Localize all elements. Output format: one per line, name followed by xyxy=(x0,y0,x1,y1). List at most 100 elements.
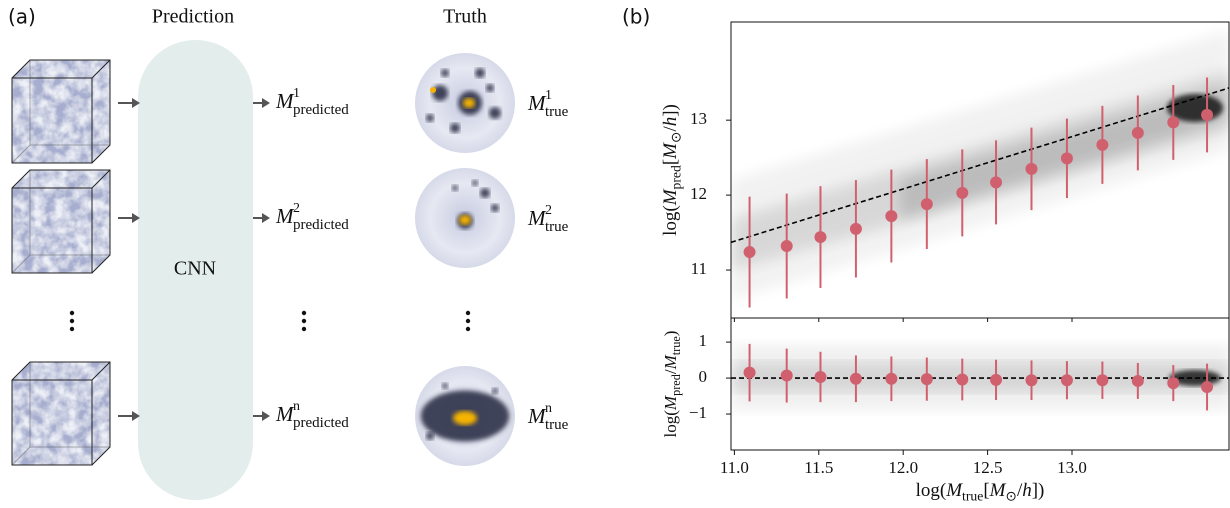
arrow-head xyxy=(262,411,270,421)
subscript: predicted xyxy=(293,415,349,431)
mass-label: M2 true xyxy=(527,203,569,235)
label-part: ]) xyxy=(1032,480,1045,501)
halo xyxy=(426,432,434,440)
x-tick-label: 11.5 xyxy=(804,458,833,477)
plot-frame xyxy=(730,317,1230,451)
label-part: true xyxy=(962,489,983,504)
cube-hidden-edge xyxy=(11,144,31,164)
data-point xyxy=(1060,152,1073,165)
panel-label: (a) xyxy=(8,5,36,29)
data-point xyxy=(920,373,933,386)
cube-edges xyxy=(11,169,111,274)
label-part: log( xyxy=(660,205,681,236)
symbol: M xyxy=(275,402,295,426)
halo xyxy=(486,84,494,92)
symbol: M xyxy=(527,404,547,428)
halo xyxy=(426,114,434,122)
data-point xyxy=(780,240,793,253)
subscript: predicted xyxy=(293,217,349,233)
data-point xyxy=(743,246,756,259)
mass-label: M1 true xyxy=(527,88,569,120)
data-point xyxy=(920,198,933,211)
halo xyxy=(432,85,448,101)
density-background xyxy=(731,30,1229,300)
superscript: 2 xyxy=(293,201,300,216)
cube-hidden-edges xyxy=(29,362,110,448)
reference-line xyxy=(730,87,1230,244)
label-part: log( xyxy=(661,410,680,438)
subscript: true xyxy=(545,104,569,120)
data-point xyxy=(743,366,756,379)
data-point xyxy=(1060,374,1073,387)
y-tick-label: −1 xyxy=(689,403,707,422)
data-point xyxy=(1096,138,1109,151)
arrow-head xyxy=(132,213,140,223)
data-point xyxy=(885,372,898,385)
cube-front xyxy=(11,379,93,466)
superscript: n xyxy=(293,399,300,414)
data-point xyxy=(990,373,1003,386)
mass-label: Mn predicted xyxy=(275,399,349,431)
cube-side xyxy=(92,60,110,163)
label-part: h xyxy=(660,117,681,127)
header: Truth xyxy=(443,6,487,28)
halo xyxy=(492,388,498,394)
x-tick-label: 11.0 xyxy=(720,458,749,477)
label-part: / xyxy=(661,369,680,374)
label-part: M xyxy=(661,395,680,411)
halo xyxy=(475,68,485,78)
cnn-label: CNN xyxy=(174,258,216,280)
cube-top xyxy=(12,362,110,380)
data-point xyxy=(956,186,969,199)
halo xyxy=(442,383,448,389)
label-part: M xyxy=(989,480,1007,501)
ellipsis xyxy=(69,310,471,332)
symbol: M xyxy=(527,206,547,230)
y-tick-label: 11 xyxy=(691,259,707,278)
data-point xyxy=(814,231,827,244)
panel-label: (b) xyxy=(622,5,650,29)
cube-top xyxy=(12,60,110,78)
label-part: log( xyxy=(916,480,947,501)
axis-label: log(Mpred/Mtrue) xyxy=(661,331,683,438)
halo-core xyxy=(459,215,471,225)
halo xyxy=(452,185,458,191)
label-part: h xyxy=(1022,480,1032,501)
data-point xyxy=(990,176,1003,189)
label-part: ⊙ xyxy=(1005,489,1016,504)
x-tick-label: 12.5 xyxy=(973,458,1003,477)
data-point xyxy=(1025,374,1038,387)
subscript: true xyxy=(545,417,569,433)
cubes xyxy=(11,59,111,466)
label-part: ) xyxy=(661,331,680,337)
cube-front xyxy=(11,77,93,164)
mass-label: Mn true xyxy=(527,401,569,433)
label-part: M xyxy=(660,142,681,160)
halo-core xyxy=(453,411,477,425)
data-point xyxy=(849,372,862,385)
header: Prediction xyxy=(152,6,234,28)
symbol: M xyxy=(527,91,547,115)
cube-side xyxy=(92,170,110,273)
symbol: M xyxy=(275,204,295,228)
data-point xyxy=(1131,374,1144,387)
superscript: 1 xyxy=(293,86,300,101)
cube-hidden-edges xyxy=(29,170,110,256)
label-part: true xyxy=(669,336,683,355)
symbol: M xyxy=(275,89,295,113)
data-point xyxy=(885,210,898,223)
y-tick-label: 0 xyxy=(699,367,708,386)
arrow-head xyxy=(262,98,270,108)
superscript: 1 xyxy=(545,88,552,103)
cube-side xyxy=(92,362,110,465)
subscript: true xyxy=(545,219,569,235)
label-part: [ xyxy=(983,480,989,501)
x-tick-label: 12.0 xyxy=(888,458,918,477)
x-tick-label: 13.0 xyxy=(1057,458,1087,477)
cube-hidden-edges xyxy=(29,60,110,146)
superscript: n xyxy=(545,401,552,416)
data-point xyxy=(1201,381,1214,394)
cube-edges xyxy=(11,59,111,164)
data-point xyxy=(1201,108,1214,121)
y-tick-label: 12 xyxy=(690,184,707,203)
